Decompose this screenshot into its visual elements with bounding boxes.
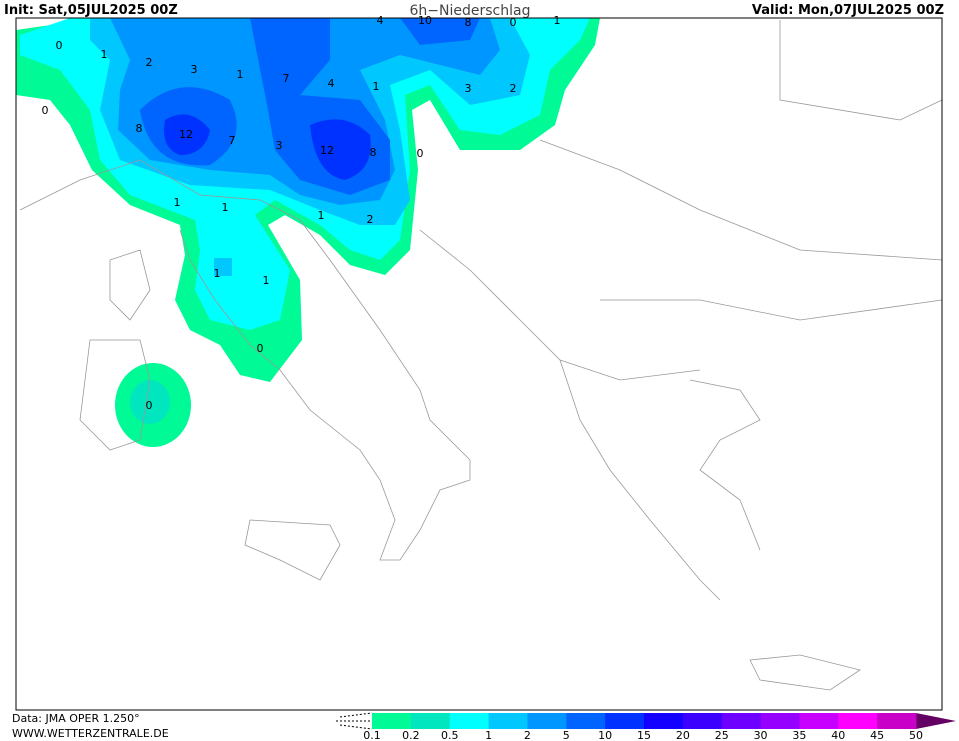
contour-label: 3 (191, 63, 198, 76)
legend-swatch (488, 713, 528, 729)
contour-label: 2 (510, 82, 517, 95)
map-title: 6h−Niederschlag (410, 3, 531, 19)
contour-label: 0 (417, 147, 424, 160)
legend-label: 1 (485, 729, 492, 741)
legend-swatch (721, 713, 762, 729)
contour-label: 0 (56, 39, 63, 52)
contour-label: 1 (263, 274, 270, 287)
contour-label: 1 (554, 14, 561, 27)
init-time: Init: Sat,05JUL2025 00Z (4, 3, 178, 18)
contour-label: 7 (283, 72, 290, 85)
legend-label: 35 (792, 729, 806, 741)
contour-label: 8 (370, 146, 377, 159)
contour-label: 1 (237, 68, 244, 81)
contour-label: 0 (510, 16, 517, 29)
contour-label: 7 (229, 134, 236, 147)
legend-label: 0.5 (441, 729, 459, 741)
legend-label: 2 (524, 729, 531, 741)
legend-label: 10 (598, 729, 612, 741)
contour-label: 1 (214, 267, 221, 280)
contour-label: 8 (465, 16, 472, 29)
website: WWW.WETTERZENTRALE.DE (12, 727, 169, 740)
contour-label: 1 (222, 201, 229, 214)
legend-swatch (449, 713, 490, 729)
legend-swatch (605, 713, 645, 729)
contour-label: 10 (418, 14, 432, 27)
legend-label: 50 (909, 729, 923, 741)
legend-label: 20 (676, 729, 690, 741)
contour-label: 1 (373, 80, 380, 93)
contour-label: 2 (146, 56, 153, 69)
legend-swatch (644, 713, 684, 729)
coastline (19, 159, 471, 561)
legend-swatch (760, 713, 800, 729)
precip-02 (130, 380, 170, 424)
precip-1 (214, 258, 232, 276)
map-area (16, 18, 943, 691)
legend-swatch (566, 713, 606, 729)
legend-swatch (410, 713, 451, 729)
legend-swatch (682, 713, 723, 729)
legend-label: 30 (754, 729, 768, 741)
legend-label: 40 (831, 729, 845, 741)
legend-swatch (877, 713, 917, 729)
legend-label: 15 (637, 729, 651, 741)
contour-label: 1 (174, 196, 181, 209)
precip-5 (140, 18, 480, 195)
legend-swatch (799, 713, 839, 729)
legend-swatch (372, 713, 412, 729)
legend-label: 5 (563, 729, 570, 741)
map-frame (15, 17, 943, 711)
contour-label: 1 (101, 48, 108, 61)
precip-10 (164, 114, 371, 180)
contour-label: 8 (136, 122, 143, 135)
contour-label: 2 (367, 213, 374, 226)
contour-label: 12 (179, 128, 193, 141)
legend-label: 0.1 (363, 729, 381, 741)
contour-label: 3 (465, 82, 472, 95)
data-source: Data: JMA OPER 1.250° (12, 712, 140, 725)
coastline (419, 229, 861, 691)
legend-label: 0.2 (402, 729, 420, 741)
coastline (244, 519, 341, 581)
legend-high-arrow (916, 713, 956, 729)
contour-label: 3 (276, 139, 283, 152)
legend-swatch (527, 713, 567, 729)
contour-label: 12 (320, 144, 334, 157)
contour-label: 0 (257, 342, 264, 355)
legend-low-arrow (336, 712, 373, 730)
legend-swatch (838, 713, 878, 729)
contour-label: 4 (328, 77, 335, 90)
valid-time: Valid: Mon,07JUL2025 00Z (752, 3, 944, 18)
coastline (79, 249, 151, 451)
contour-label: 0 (42, 104, 49, 117)
contour-label: 1 (318, 209, 325, 222)
legend-label: 25 (715, 729, 729, 741)
legend-label: 45 (870, 729, 884, 741)
border (539, 20, 943, 381)
contour-label: 0 (146, 399, 153, 412)
contour-label: 4 (377, 14, 384, 27)
